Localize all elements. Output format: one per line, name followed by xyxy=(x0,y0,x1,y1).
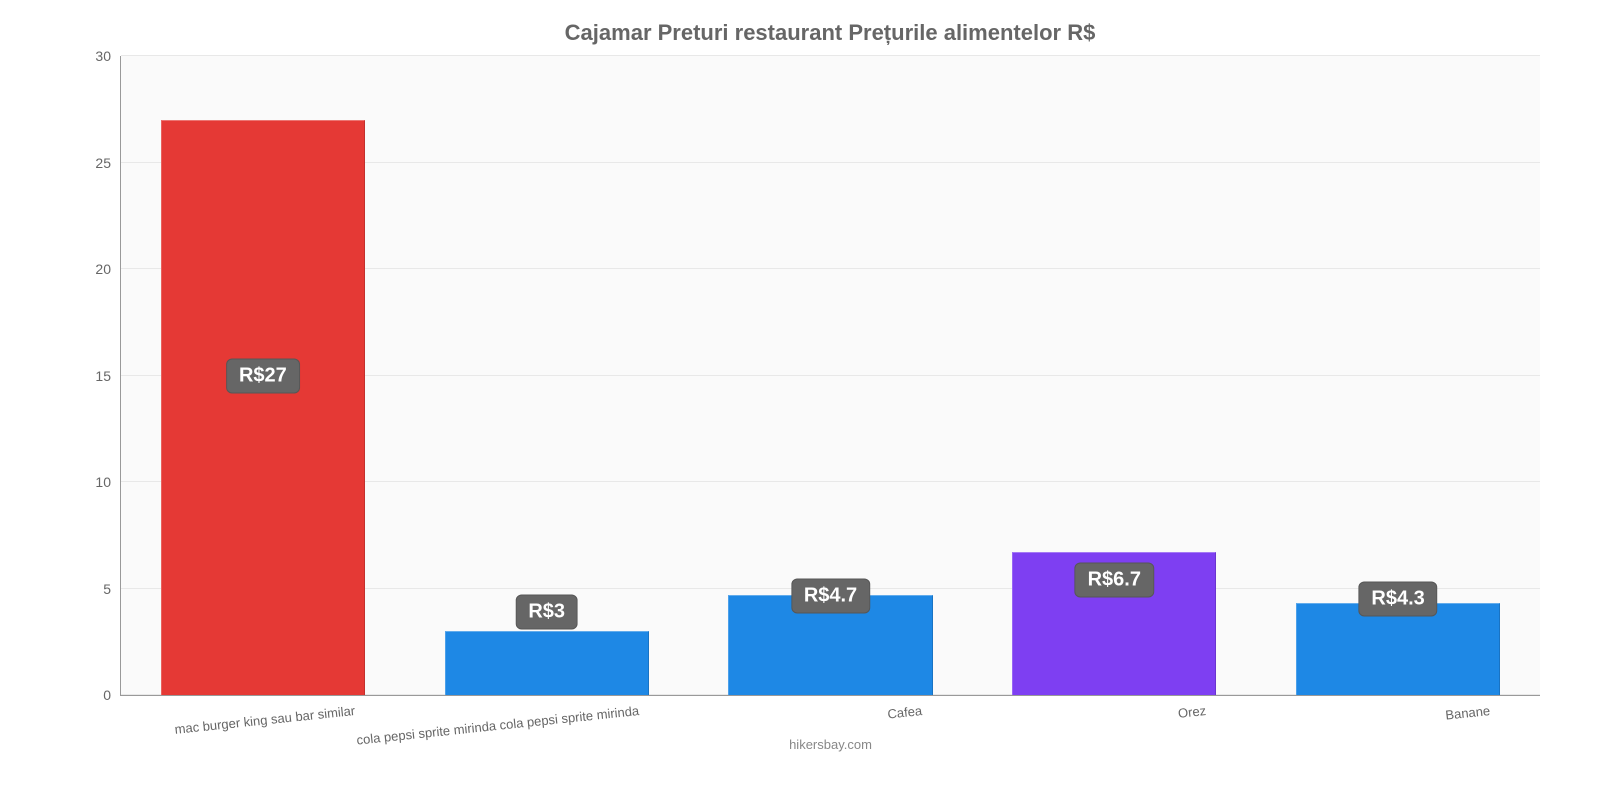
bar-value-label: R$6.7 xyxy=(1075,562,1154,597)
attribution: hikersbay.com xyxy=(789,737,872,752)
x-category-label: Banane xyxy=(1445,703,1491,723)
y-tick-label: 30 xyxy=(95,48,121,64)
bar-chart: Cajamar Preturi restaurant Prețurile ali… xyxy=(0,0,1600,800)
x-category-label: Cafea xyxy=(887,703,923,722)
y-tick-label: 25 xyxy=(95,155,121,171)
y-tick-label: 20 xyxy=(95,261,121,277)
x-category-label: cola pepsi sprite mirinda cola pepsi spr… xyxy=(355,703,639,748)
bar-value-label: R$3 xyxy=(515,594,578,629)
y-tick-label: 10 xyxy=(95,474,121,490)
chart-title: Cajamar Preturi restaurant Prețurile ali… xyxy=(120,20,1540,46)
bar-value-label: R$4.3 xyxy=(1358,582,1437,617)
x-category-label: mac burger king sau bar similar xyxy=(174,703,356,737)
bars-group: R$27 R$3 R$4.7 R$6.7 R$4.3 xyxy=(121,56,1540,695)
y-tick-label: 5 xyxy=(103,581,121,597)
bar xyxy=(445,631,649,695)
x-category-label: Orez xyxy=(1177,703,1207,721)
bar xyxy=(1296,603,1500,695)
y-tick-label: 0 xyxy=(103,687,121,703)
plot-area: 0 5 10 15 20 25 30 R$27R$3R$4.7R$6.7R$4.… xyxy=(120,56,1540,696)
y-tick-label: 15 xyxy=(95,368,121,384)
bar xyxy=(161,120,365,695)
bar-value-label: R$4.7 xyxy=(791,578,870,613)
bar-value-label: R$27 xyxy=(226,358,300,393)
